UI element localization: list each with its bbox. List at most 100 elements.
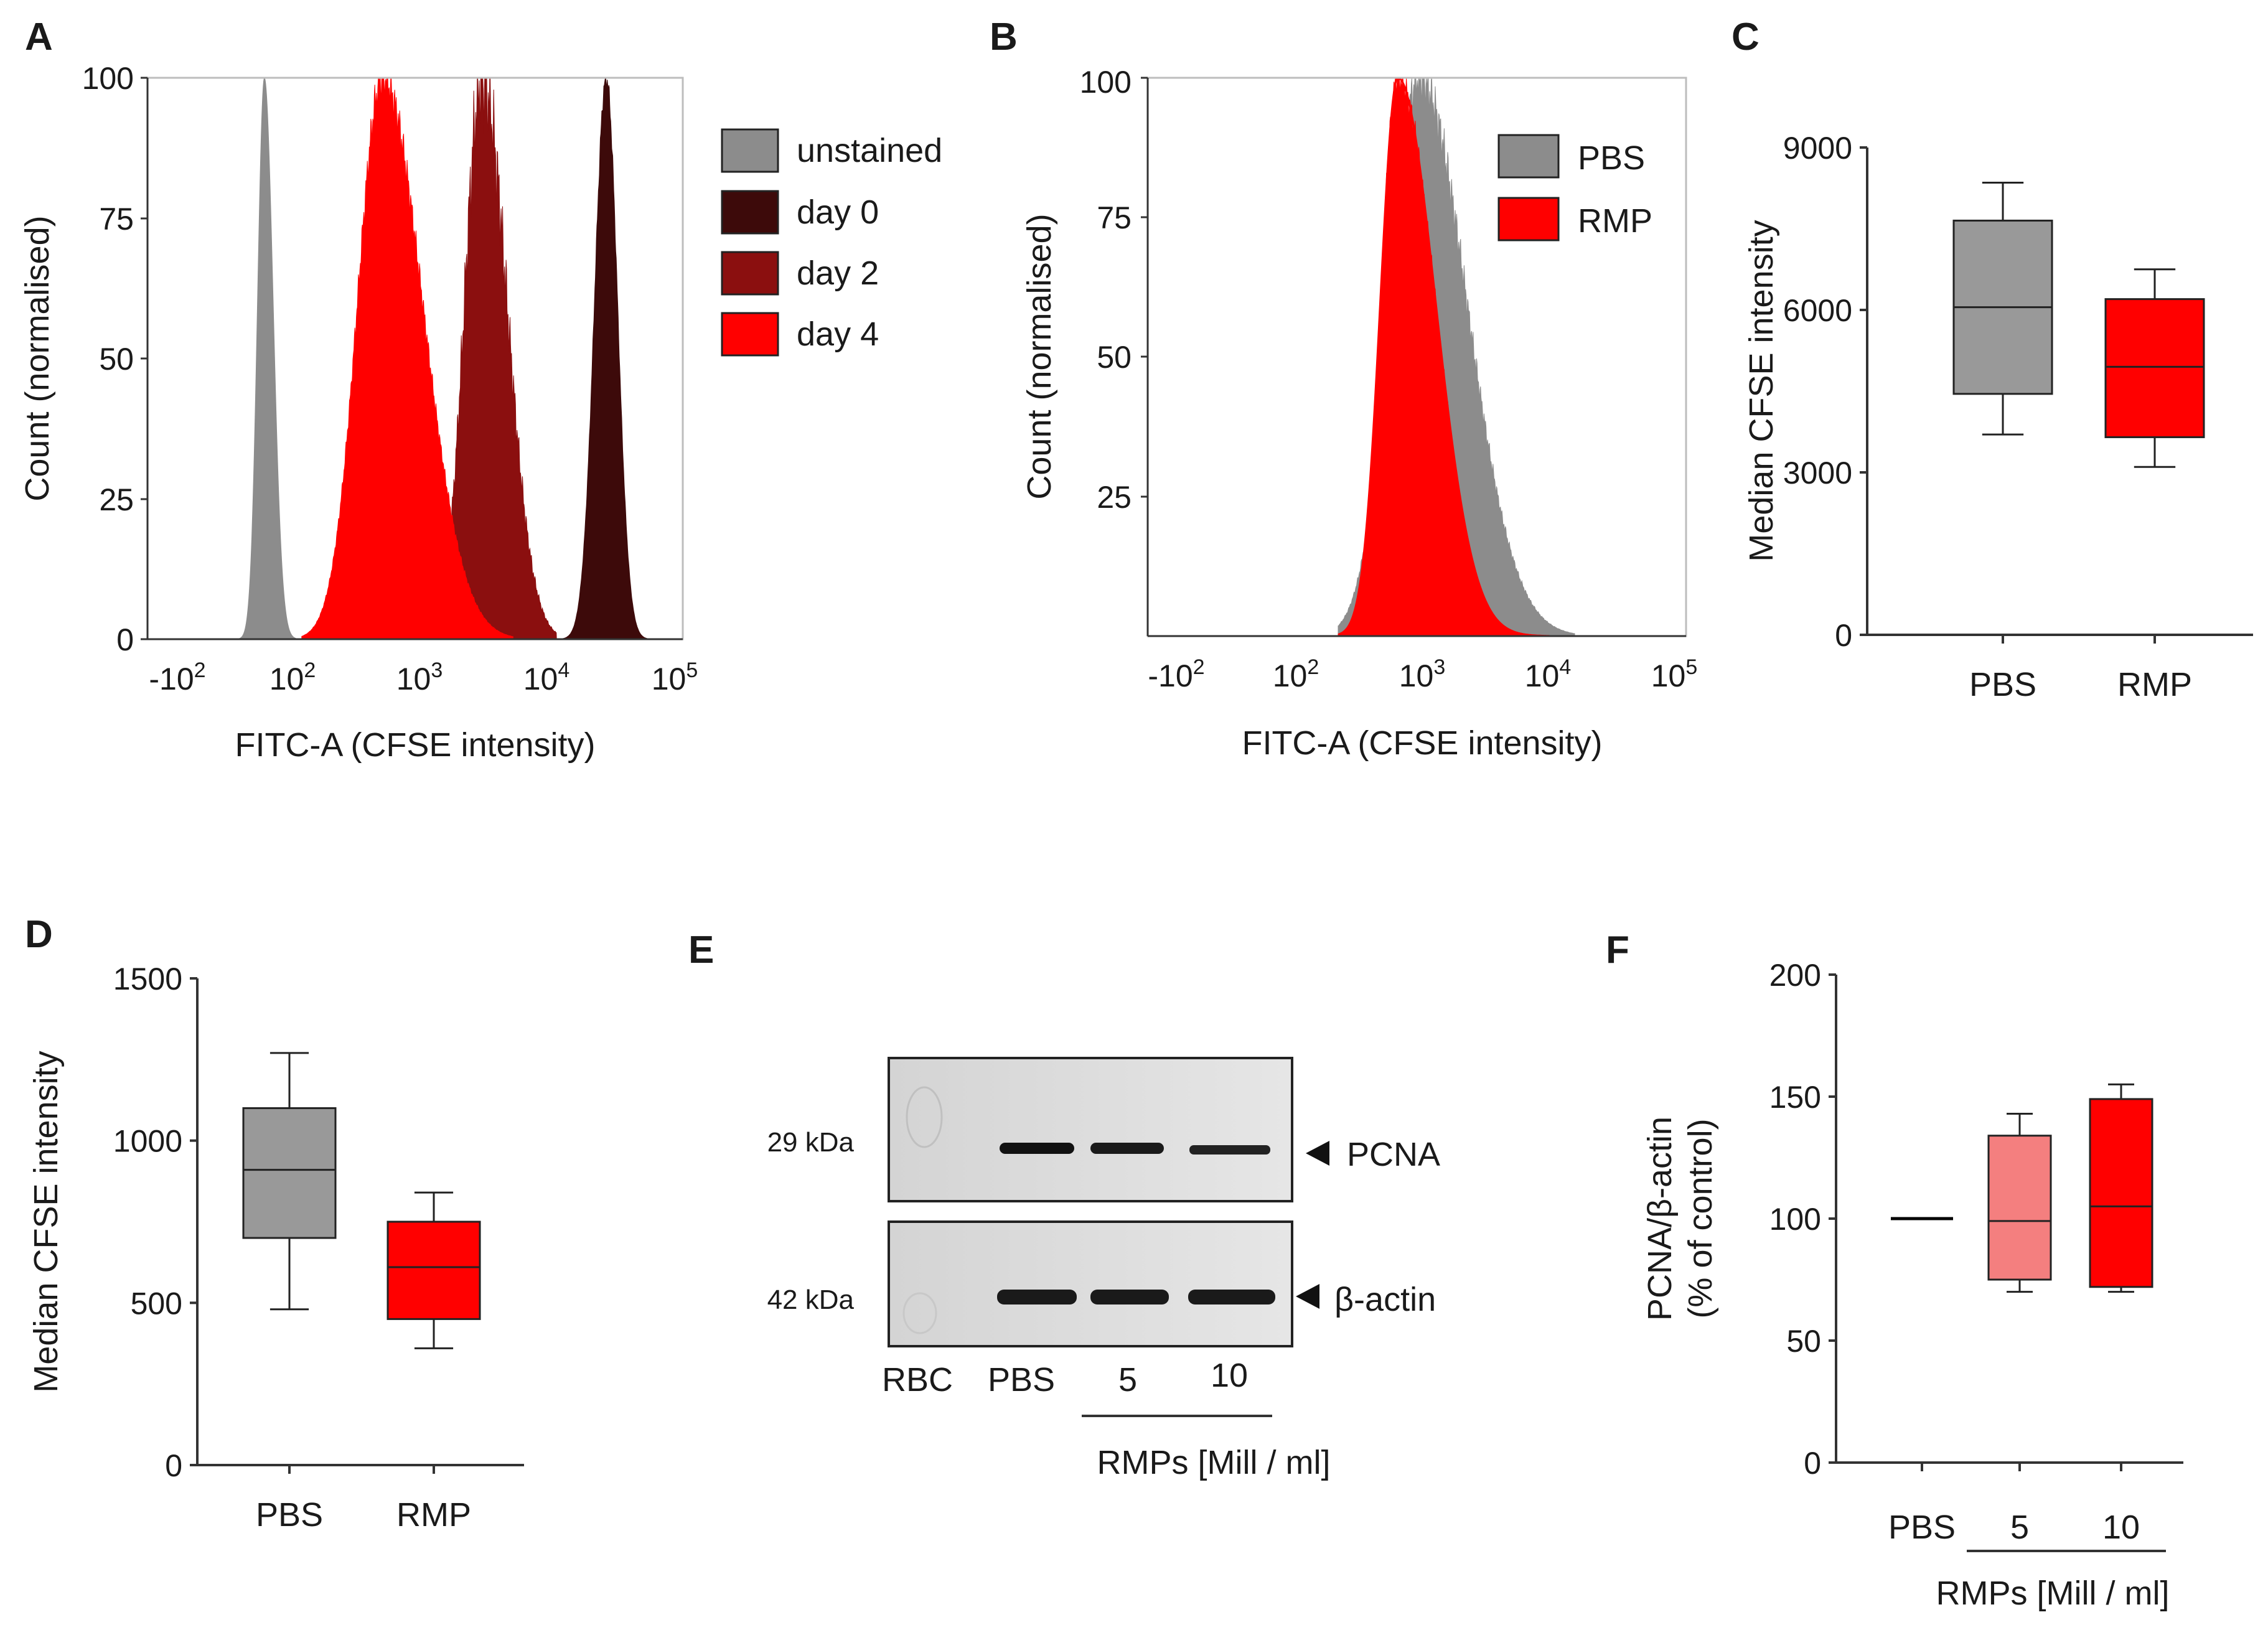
boxes-c [1952, 182, 2205, 468]
histogram-b [1338, 77, 1575, 637]
blot-membrane [888, 1057, 1293, 1202]
box [1987, 1135, 2052, 1281]
x-tick-label: -102 [149, 658, 205, 696]
histogram-a [233, 77, 660, 640]
y-tick-label: 25 [99, 482, 134, 517]
lane-label: RBC [882, 1361, 953, 1398]
x-tick-label: 105 [1651, 655, 1698, 693]
y-tick-label: 200 [1769, 958, 1821, 993]
boxes-f [1891, 1083, 2153, 1293]
box [387, 1220, 481, 1320]
group-label: RMPs [Mill / ml] [1936, 1575, 2170, 1612]
panel-e: E 29 kDa PCNA 42 kDa β-actin RBC PBS 5 1… [688, 929, 1440, 1481]
band-pcna-pbs [1000, 1143, 1074, 1154]
x-tick-label: 102 [269, 658, 316, 696]
marker-label: 29 kDa [767, 1127, 855, 1158]
lane-labels: RBC PBS 5 10 RMPs [Mill / ml] [882, 1357, 1330, 1481]
x-tick-label: PBS [1969, 666, 2036, 703]
x-tick-label: 5 [2010, 1509, 2029, 1546]
panel-label-a: A [25, 16, 53, 59]
band-pcna-10 [1189, 1145, 1270, 1155]
x-tick-label: 104 [1525, 655, 1572, 693]
y-ticks-b: 25 50 75 100 [1080, 65, 1148, 515]
y-tick-label: 100 [1769, 1202, 1821, 1237]
x-tick-label: PBS [1888, 1509, 1956, 1546]
y-axis-label-a: Count (normalised) [19, 215, 56, 501]
y-axis-label-d: Median CFSE intensity [27, 1051, 65, 1392]
y-axis-label-f-line2: (% of control) [1682, 1118, 1719, 1318]
y-tick-label: 0 [116, 622, 134, 657]
legend-swatch-day2 [721, 251, 779, 296]
legend-label: unstained [797, 132, 942, 169]
band-actin-10 [1188, 1290, 1275, 1304]
x-tick-label: 103 [1399, 655, 1446, 693]
y-tick-label: 50 [99, 342, 134, 377]
band-pcna-5 [1090, 1143, 1164, 1154]
band-label-actin: β-actin [1334, 1281, 1436, 1318]
x-tick-label: RMP [396, 1496, 471, 1534]
blot-artifact [902, 1292, 937, 1334]
histogram-unstained [233, 77, 302, 640]
x-tick-label: -102 [1148, 655, 1204, 693]
histogram-day-0 [556, 77, 660, 640]
legend-swatch-unstained [721, 128, 779, 173]
x-ticks-f: PBS 5 10 [1888, 1463, 2140, 1546]
arrow-pcna-icon [1306, 1141, 1329, 1166]
blot-artifact [906, 1086, 943, 1148]
y-tick-label: 1500 [113, 962, 182, 996]
y-tick-label: 0 [1835, 618, 1852, 653]
band-actin-5 [1090, 1290, 1169, 1304]
panel-b: B 25 50 75 100 -102 102 103 104 105 FITC… [990, 16, 1697, 762]
legend-b: PBS RMP [1497, 134, 1652, 241]
legend-label: day 4 [797, 316, 879, 353]
y-tick-label: 0 [1804, 1446, 1821, 1481]
y-tick-label: 6000 [1783, 293, 1852, 328]
y-tick-label: 25 [1097, 480, 1132, 515]
y-tick-label: 500 [131, 1286, 182, 1321]
panel-f: F 0 50 100 150 200 PBS 5 10 PCNA/β-actin (% of… [1606, 929, 2183, 1612]
legend-label: PBS [1578, 139, 1645, 177]
legend-label: day 0 [797, 194, 879, 231]
legend-swatch-pbs [1497, 134, 1560, 179]
legend-a: unstained day 0 day 2 day 4 [721, 128, 942, 357]
panel-label-d: D [25, 913, 53, 956]
y-axis-label-c: Median CFSE intensity [1743, 220, 1780, 561]
lane-label: PBS [988, 1361, 1055, 1398]
x-tick-label: PBS [256, 1496, 323, 1534]
arrow-actin-icon [1296, 1284, 1319, 1309]
y-ticks-c: 0 3000 6000 9000 [1783, 131, 1867, 653]
y-ticks-d: 0 500 1000 1500 [113, 962, 197, 1483]
y-tick-label: 9000 [1783, 131, 1852, 166]
legend-label: day 2 [797, 255, 879, 292]
band-label-pcna: PCNA [1347, 1136, 1440, 1173]
y-ticks-a: 0 25 50 75 100 [82, 61, 148, 657]
legend-swatch-day0 [721, 190, 779, 235]
y-tick-label: 75 [1097, 200, 1132, 235]
x-axis-label-a: FITC-A (CFSE intensity) [235, 726, 595, 764]
boxes-d [242, 1052, 481, 1349]
panel-label-f: F [1606, 929, 1629, 972]
lane-label: 10 [1211, 1357, 1248, 1394]
x-ticks-a: -102 102 103 104 105 [149, 658, 698, 696]
y-tick-label: 0 [165, 1448, 182, 1483]
x-tick-label: 105 [652, 658, 698, 696]
blot-membrane [888, 1220, 1293, 1347]
y-tick-label: 100 [82, 61, 134, 96]
x-ticks-b: -102 102 103 104 105 [1148, 655, 1697, 693]
x-ticks-c: PBS RMP [1969, 635, 2192, 703]
y-tick-label: 1000 [113, 1124, 182, 1159]
y-tick-label: 100 [1080, 65, 1132, 100]
group-label: RMPs [Mill / ml] [1097, 1444, 1331, 1481]
panel-a: A 0 25 50 75 100 -102 102 103 104 105 FI… [19, 16, 942, 764]
x-axis-label-b: FITC-A (CFSE intensity) [1242, 724, 1602, 762]
panel-label-e: E [688, 929, 714, 972]
y-tick-label: 50 [1786, 1324, 1821, 1359]
panel-label-c: C [1731, 16, 1760, 59]
y-tick-label: 50 [1097, 340, 1132, 375]
box [242, 1107, 337, 1239]
blot-actin: 42 kDa β-actin [767, 1220, 1436, 1347]
legend-swatch-rmp [1497, 197, 1560, 241]
blot-pcna: 29 kDa PCNA [767, 1057, 1440, 1202]
x-ticks-d: PBS RMP [256, 1465, 471, 1534]
